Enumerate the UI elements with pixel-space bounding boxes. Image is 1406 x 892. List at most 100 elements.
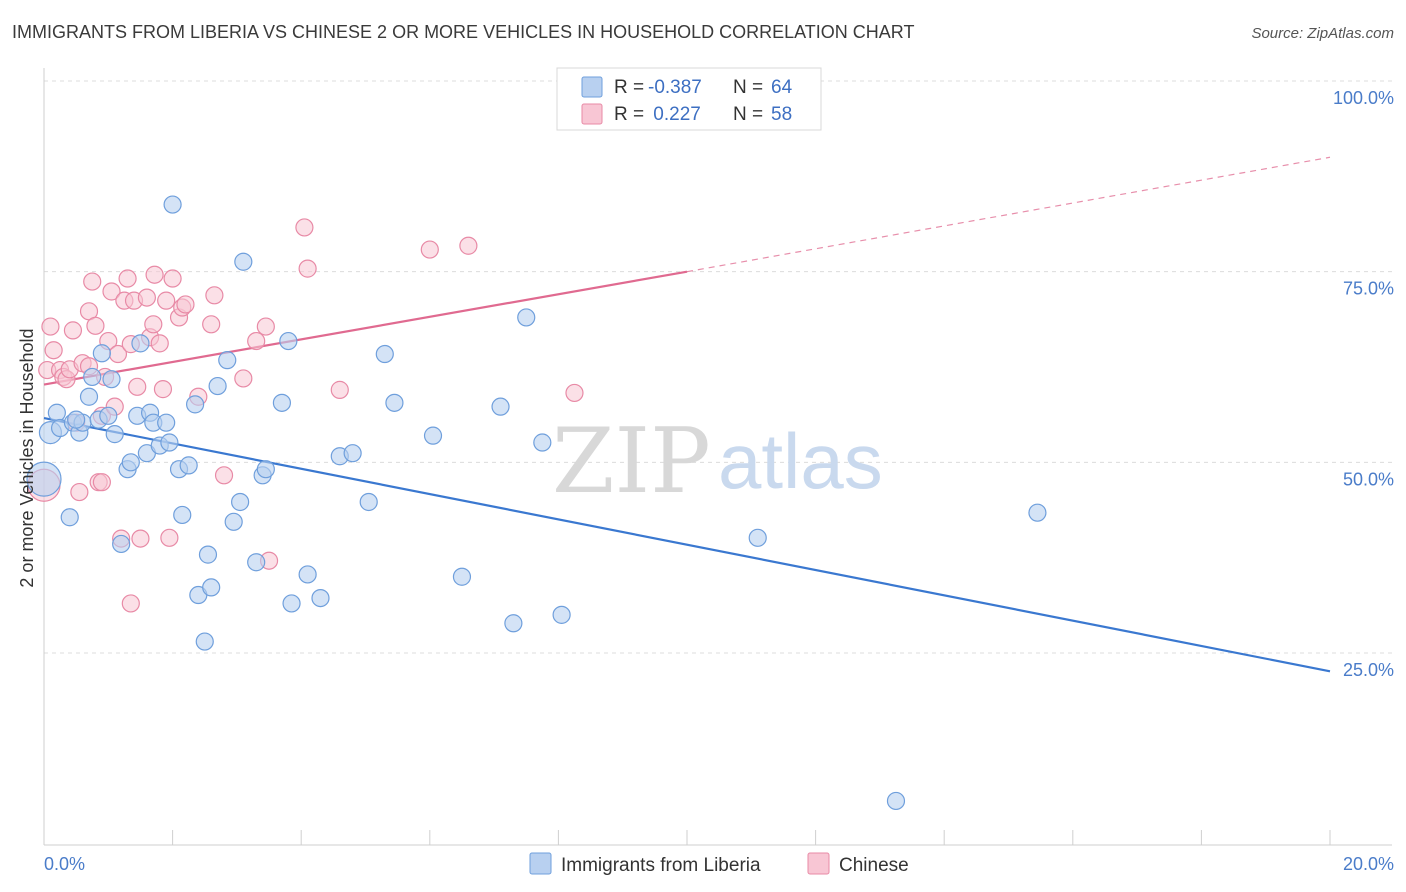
bottom-legend-label-liberia: Immigrants from Liberia [561, 855, 761, 876]
y-tick-label: 25.0% [1343, 660, 1394, 680]
point-liberia [160, 433, 179, 452]
point-chinese [92, 473, 111, 492]
point-chinese [163, 269, 182, 288]
bottom-legend-label-chinese: Chinese [839, 855, 909, 876]
point-liberia [359, 492, 378, 512]
y-axis-label: 2 or more Vehicles in Household [17, 328, 37, 587]
axes [43, 68, 1392, 846]
point-chinese [459, 236, 478, 255]
x-tick-label-min: 0.0% [44, 854, 85, 874]
point-liberia [343, 444, 362, 463]
legend-swatch-liberia [581, 76, 603, 98]
point-liberia [452, 567, 472, 586]
point-liberia [491, 397, 510, 416]
point-liberia [517, 308, 536, 327]
point-liberia [121, 453, 140, 472]
point-chinese [256, 317, 275, 336]
y-tick-label: 75.0% [1343, 279, 1394, 299]
legend-n-value-chinese: 58 [771, 104, 792, 125]
point-chinese [145, 265, 164, 284]
point-chinese [150, 334, 169, 353]
point-liberia [26, 461, 62, 497]
point-liberia [60, 508, 79, 527]
legend-n-label-liberia: N = [733, 77, 763, 98]
point-chinese [160, 528, 179, 547]
point-chinese [565, 383, 584, 403]
point-chinese [128, 377, 147, 396]
point-liberia [423, 426, 443, 445]
point-chinese [153, 380, 173, 399]
point-chinese [330, 380, 349, 399]
legend-r-value-liberia: -0.387 [648, 77, 702, 98]
point-chinese [202, 315, 221, 334]
trend-line-chinese [43, 270, 688, 386]
watermark-atlas: atlas [718, 417, 883, 505]
point-chinese [176, 295, 195, 314]
chart-title: IMMIGRANTS FROM LIBERIA VS CHINESE 2 OR … [12, 22, 914, 42]
point-liberia [83, 367, 102, 387]
point-chinese [214, 466, 234, 485]
point-liberia [272, 393, 292, 412]
point-liberia [112, 534, 131, 554]
point-chinese [83, 272, 102, 291]
point-chinese [420, 240, 439, 259]
bottom-legend: Immigrants from Liberia Chinese [529, 852, 909, 876]
point-liberia [102, 370, 121, 389]
point-liberia [533, 433, 552, 452]
x-tick-label-max: 20.0% [1343, 854, 1394, 874]
point-liberia [256, 460, 275, 479]
point-chinese [70, 482, 89, 502]
point-liberia [311, 588, 330, 608]
point-liberia [198, 545, 218, 564]
watermark: ZIP atlas [552, 409, 883, 514]
point-chinese [205, 286, 224, 305]
point-liberia [234, 252, 253, 271]
legend-n-label-chinese: N = [733, 104, 763, 125]
point-liberia [282, 594, 301, 613]
point-liberia [179, 456, 198, 475]
y-tick-label: 50.0% [1343, 469, 1394, 489]
point-liberia [105, 425, 124, 444]
legend-n-value-liberia: 64 [771, 77, 793, 98]
chart-source: Source: ZipAtlas.com [1251, 25, 1394, 42]
point-liberia [186, 395, 205, 414]
point-liberia [163, 195, 182, 214]
point-liberia [67, 410, 86, 429]
point-liberia [79, 387, 99, 406]
point-chinese [102, 282, 121, 301]
point-liberia [157, 413, 176, 432]
legend-swatch-chinese [581, 103, 603, 125]
point-liberia [131, 334, 150, 353]
legend-r-label-chinese: R = [614, 104, 644, 125]
point-liberia [385, 393, 404, 412]
point-liberia [247, 553, 266, 572]
point-liberia [748, 528, 767, 547]
point-liberia [99, 406, 118, 425]
point-chinese [298, 259, 317, 278]
point-liberia [208, 376, 227, 396]
point-liberia [279, 331, 298, 351]
point-liberia [202, 578, 221, 597]
point-liberia [1028, 503, 1047, 522]
legend-box: R = -0.387 N = 64 R = 0.227 N = 58 [556, 67, 822, 131]
point-chinese [137, 288, 156, 307]
point-chinese [131, 529, 150, 548]
y-tick-labels: 25.0% 50.0% 75.0% 100.0% [1333, 88, 1394, 680]
point-liberia [375, 344, 394, 364]
point-chinese [86, 316, 105, 335]
point-liberia [224, 512, 243, 531]
point-chinese [63, 321, 83, 340]
watermark-zip: ZIP [552, 409, 711, 514]
point-liberia [552, 605, 571, 624]
legend-r-value-chinese: 0.227 [648, 104, 701, 125]
point-liberia [47, 403, 66, 422]
trend-line-chinese-extension [686, 156, 1331, 273]
data-points [26, 195, 1047, 811]
point-chinese [121, 594, 140, 613]
trend-lines [43, 156, 1331, 673]
trend-line-liberia [43, 417, 1331, 673]
point-chinese [118, 269, 137, 288]
bottom-legend-swatch-liberia [529, 852, 552, 875]
point-liberia [218, 351, 237, 370]
